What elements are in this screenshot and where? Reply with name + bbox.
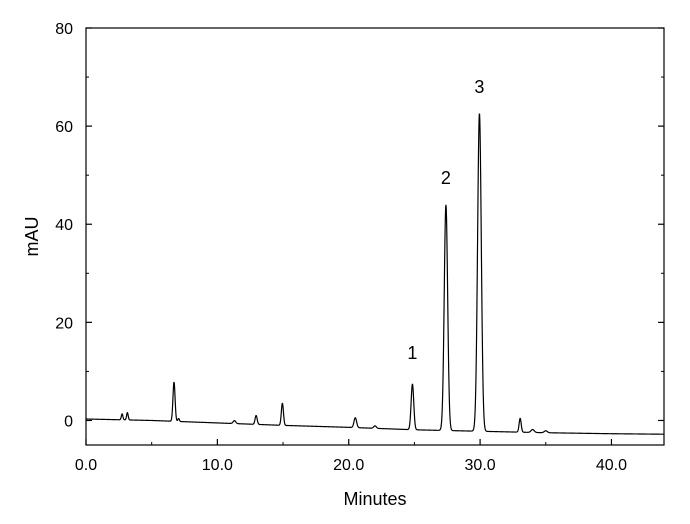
x-tick-label: 40.0 bbox=[596, 457, 627, 474]
x-tick-label: 20.0 bbox=[333, 457, 364, 474]
plot-border bbox=[85, 27, 665, 446]
y-tick-label: 40 bbox=[55, 217, 73, 234]
y-tick-label: 60 bbox=[55, 119, 73, 136]
series-line bbox=[86, 113, 665, 435]
peak-annotations: 1 2 3 bbox=[407, 77, 484, 363]
y-axis: 0 20 40 60 80 bbox=[55, 21, 664, 430]
x-axis: 0.0 10.0 20.0 30.0 40.0 bbox=[75, 439, 627, 474]
y-tick-label: 80 bbox=[55, 21, 73, 38]
y-tick-label: 0 bbox=[64, 413, 73, 430]
y-tick-label: 20 bbox=[55, 315, 73, 332]
x-axis-title: Minutes bbox=[343, 489, 406, 509]
x-tick-label: 30.0 bbox=[465, 457, 496, 474]
y-axis-title: mAU bbox=[22, 217, 42, 257]
peak-label: 3 bbox=[474, 77, 484, 97]
x-tick-label: 0.0 bbox=[75, 457, 97, 474]
x-tick-label: 10.0 bbox=[202, 457, 233, 474]
peak-label: 2 bbox=[441, 168, 451, 188]
plot-frame bbox=[85, 27, 665, 446]
peak-label: 1 bbox=[407, 343, 417, 363]
